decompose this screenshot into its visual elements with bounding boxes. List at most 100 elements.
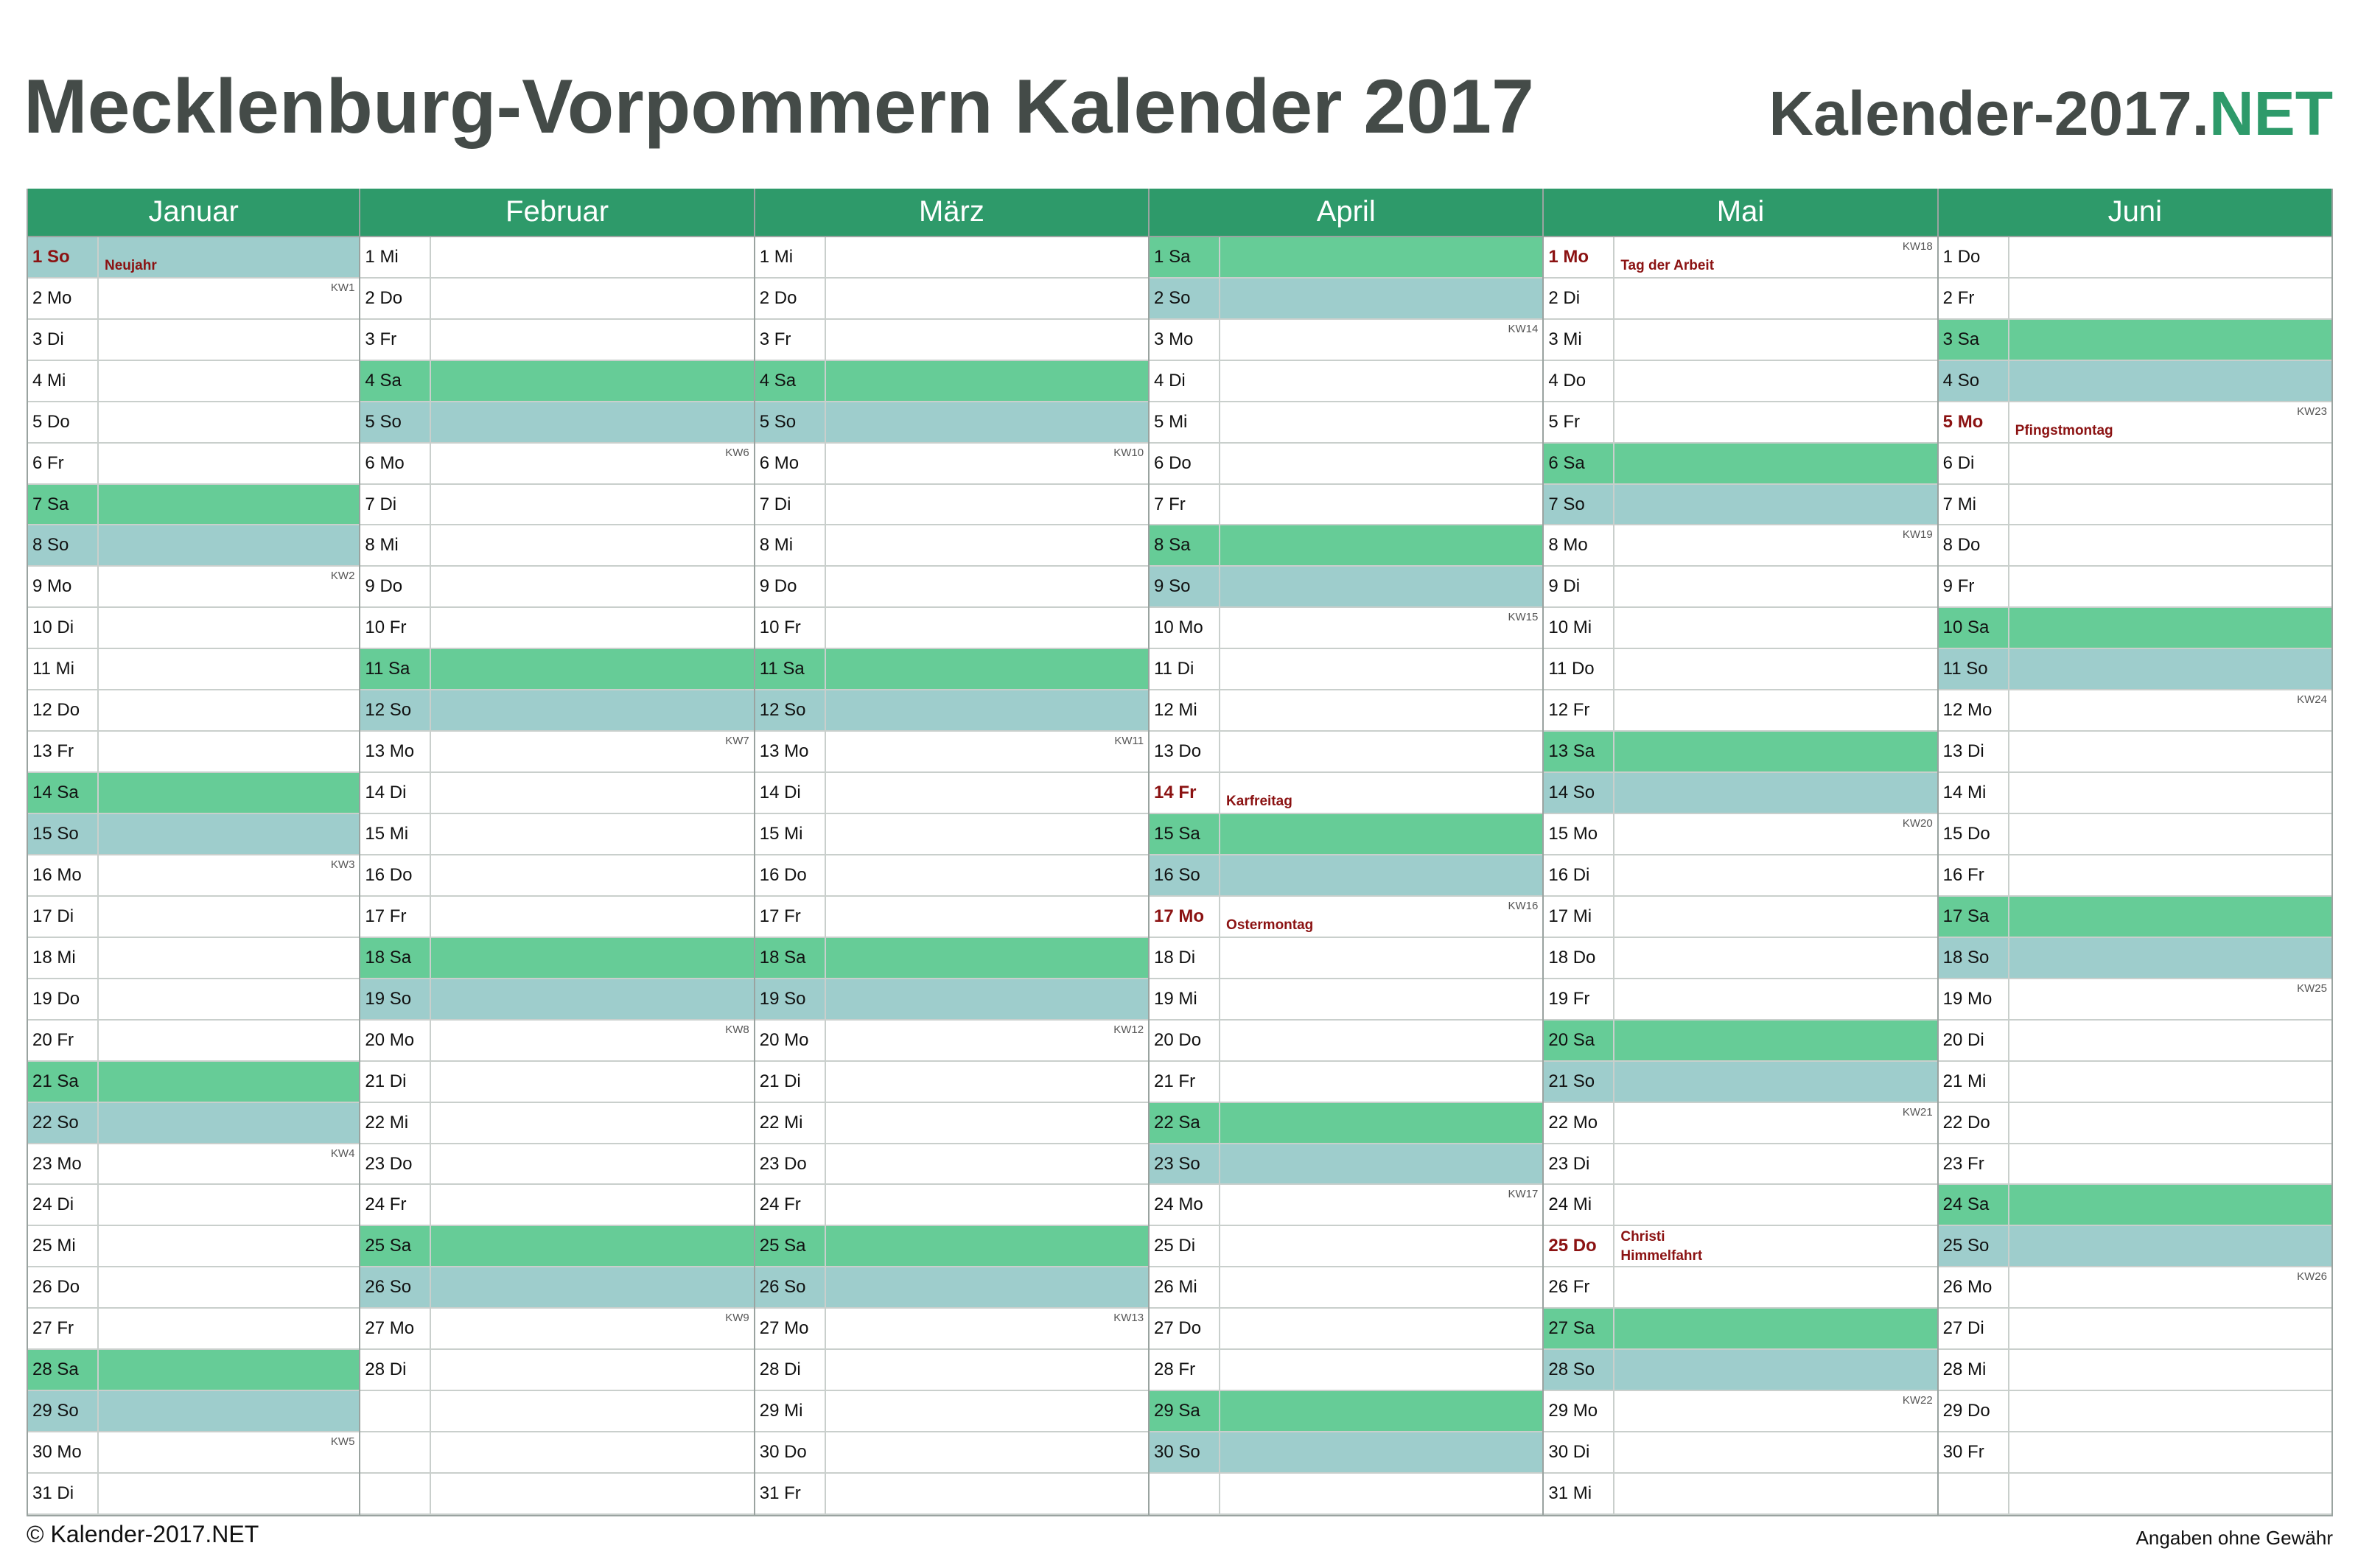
day-row: 29 Mo KW22 <box>1544 1391 1937 1433</box>
day-label: 30 So <box>1150 1432 1221 1473</box>
day-label: 7 Sa <box>28 484 99 525</box>
day-note-cell <box>1614 855 1937 895</box>
day-row: 26 Mi <box>1150 1267 1543 1309</box>
day-row: 4 Mi <box>28 360 360 402</box>
week-number: KW22 <box>1902 1394 1933 1407</box>
day-row: 6 Mo KW6 <box>360 443 754 485</box>
day-label: 16 So <box>1150 855 1221 895</box>
page-title: Mecklenburg-Vorpommern Kalender 2017 <box>24 64 1534 150</box>
day-note-cell <box>1220 485 1542 525</box>
day-row: 7 Mi <box>1938 484 2331 526</box>
day-note-cell <box>431 402 753 442</box>
week-number: KW20 <box>1902 817 1933 830</box>
day-note-cell <box>826 814 1148 854</box>
day-label: 4 Sa <box>360 360 432 401</box>
day-row: 30 So <box>1150 1432 1543 1474</box>
month-header: Mai <box>1544 189 1937 237</box>
day-label: 13 Do <box>1150 732 1221 772</box>
day-label: 4 Do <box>1544 360 1615 401</box>
week-number: KW23 <box>2297 405 2327 418</box>
day-note-cell <box>1220 979 1542 1019</box>
day-label: 12 Mo <box>1939 690 2009 731</box>
day-row: 14 So <box>1544 773 1937 815</box>
day-note-cell <box>826 567 1148 606</box>
day-note-cell: KW15 <box>1220 608 1542 648</box>
day-label: 3 Mo <box>1150 319 1221 360</box>
day-row: 1 Mi <box>755 237 1149 279</box>
day-note-cell <box>431 814 753 854</box>
day-note-cell <box>431 567 753 606</box>
day-label: 21 So <box>1544 1061 1615 1102</box>
month-header: Februar <box>360 189 754 237</box>
day-row: 11 Di <box>1150 649 1543 691</box>
day-note-cell <box>431 1062 753 1102</box>
day-note-cell <box>2009 1226 2331 1266</box>
day-note-cell: KW10 <box>826 444 1148 483</box>
day-note-cell <box>2009 567 2331 606</box>
day-label: 30 Do <box>755 1432 826 1473</box>
day-label: 25 Di <box>1150 1226 1221 1267</box>
day-note-cell <box>2009 485 2331 525</box>
day-row: 20 Mo KW12 <box>755 1020 1149 1062</box>
day-row <box>360 1391 754 1433</box>
day-note-cell <box>1614 649 1937 689</box>
day-note-cell <box>431 1474 753 1513</box>
day-row: 3 Mi <box>1544 319 1937 361</box>
day-label: 7 Mi <box>1939 484 2009 525</box>
day-label: 3 Di <box>28 319 99 360</box>
day-label: 29 Do <box>1939 1391 2009 1432</box>
day-row: 21 So <box>1544 1061 1937 1103</box>
day-note-cell <box>826 279 1148 318</box>
day-row: 5 So <box>360 402 754 444</box>
day-label: 23 Fr <box>1939 1144 2009 1184</box>
day-row: 16 Di <box>1544 855 1937 897</box>
day-row: 3 Di <box>28 319 360 361</box>
day-note-cell <box>99 773 359 813</box>
day-row: 11 Sa <box>360 649 754 691</box>
day-note-cell: KW4 <box>99 1144 359 1184</box>
week-number: KW15 <box>1508 611 1539 624</box>
day-label: 17 Fr <box>755 896 826 937</box>
day-note-cell <box>826 1062 1148 1102</box>
day-row: 20 Sa <box>1544 1020 1937 1062</box>
day-note-cell <box>826 361 1148 401</box>
day-label: 2 Fr <box>1939 278 2009 318</box>
day-row: 8 Do <box>1938 525 2331 567</box>
day-row: 2 Do <box>755 278 1149 320</box>
day-note-cell <box>826 1391 1148 1431</box>
day-note-cell <box>1220 1021 1542 1060</box>
day-note-cell <box>431 1267 753 1307</box>
day-label: 6 Do <box>1150 443 1221 483</box>
day-row: 23 Di <box>1544 1144 1937 1186</box>
day-note-cell: KW22 <box>1614 1391 1937 1431</box>
day-row <box>360 1474 754 1515</box>
day-label: 28 Di <box>360 1350 432 1390</box>
day-label: 10 Fr <box>755 608 826 648</box>
day-note-cell <box>1220 938 1542 978</box>
day-note-cell <box>431 897 753 937</box>
day-label: 23 Do <box>360 1144 432 1184</box>
day-note-cell <box>1614 1267 1937 1307</box>
day-row: 26 Fr <box>1544 1267 1937 1309</box>
day-note-cell <box>1614 1309 1937 1348</box>
day-note-cell <box>1614 690 1937 730</box>
day-label: 15 Mi <box>360 814 432 854</box>
day-row: 27 Mo KW9 <box>360 1309 754 1351</box>
day-row: 19 So <box>360 979 754 1021</box>
day-note-cell <box>99 1226 359 1266</box>
day-label: 9 So <box>1150 567 1221 607</box>
day-note-cell <box>99 1185 359 1225</box>
day-label: 29 Sa <box>1150 1391 1221 1432</box>
day-note-cell <box>2009 732 2331 771</box>
day-label: 1 Mi <box>755 237 826 277</box>
day-row: 21 Mi <box>1938 1061 2331 1103</box>
day-label: 15 Mo <box>1544 814 1615 854</box>
day-label: 13 Mo <box>360 732 432 772</box>
day-label: 26 Mi <box>1150 1267 1221 1308</box>
day-label: 4 Mi <box>28 360 99 401</box>
day-row: 8 Mo KW19 <box>1544 525 1937 567</box>
day-row: 5 So <box>755 402 1149 444</box>
day-row: 3 Sa <box>1938 319 2331 361</box>
holiday-name: Karfreitag <box>1226 794 1292 810</box>
day-label: 9 Do <box>360 567 432 607</box>
